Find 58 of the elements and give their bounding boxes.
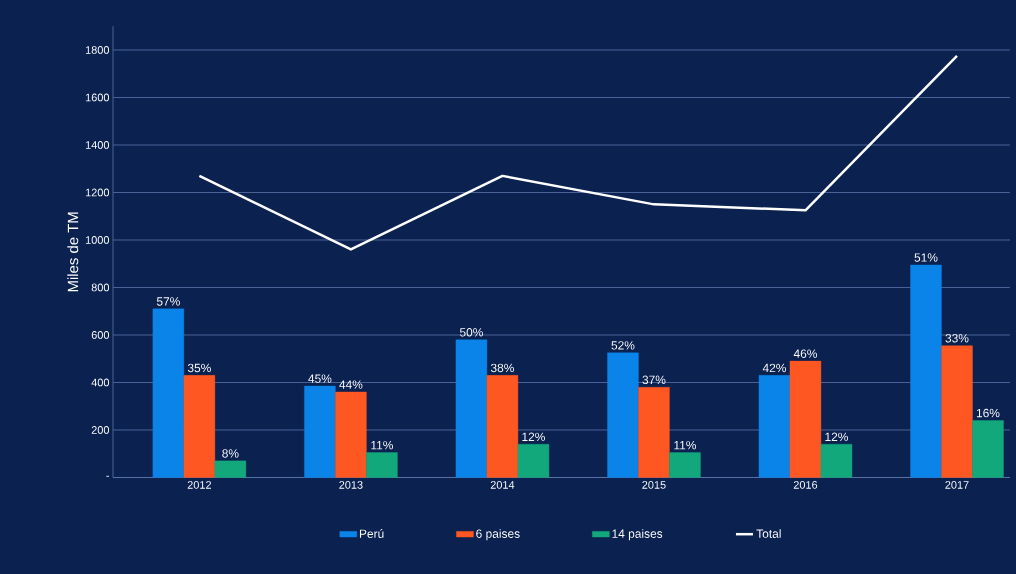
annotation: 16% <box>976 408 1000 418</box>
y-tick-label: 1000 <box>85 236 110 244</box>
annotation: 35% <box>187 363 211 373</box>
y-tick-label: - <box>106 475 109 477</box>
y-tick-label: 1400 <box>85 141 110 149</box>
legend-label: Perú <box>359 529 384 538</box>
annotation: 33% <box>945 334 969 343</box>
annotation: 50% <box>459 328 483 337</box>
annotation: 12% <box>825 432 848 442</box>
bar <box>669 452 701 478</box>
bar <box>941 345 973 478</box>
x-tick-label: 2014 <box>490 481 515 489</box>
bar <box>183 375 216 478</box>
bar <box>820 444 853 478</box>
annotation: 12% <box>522 432 545 442</box>
x-tick-label: 2012 <box>187 481 212 489</box>
x-tick-label: 2015 <box>642 481 666 489</box>
y-tick-label: 600 <box>91 331 110 339</box>
x-tick-label: 2016 <box>793 481 818 489</box>
bar <box>486 375 519 478</box>
annotation: 52% <box>611 341 635 350</box>
annotation: 42% <box>762 363 786 373</box>
annotation: 11% <box>371 440 393 450</box>
annotation: 46% <box>793 349 817 358</box>
x-tick-label: 2017 <box>945 481 969 489</box>
bar <box>638 387 670 478</box>
bar <box>607 352 639 478</box>
y-axis-title: Miles de TM <box>67 212 79 292</box>
annotation: 57% <box>156 297 180 306</box>
y-tick-label: 400 <box>91 378 110 387</box>
y-tick-label: 1600 <box>85 93 110 102</box>
legend-label: 14 paises <box>612 529 663 541</box>
bar <box>152 308 185 478</box>
y-tick-label: 200 <box>91 426 110 434</box>
y-tick-label: 1200 <box>85 188 110 197</box>
annotation: 8% <box>222 449 239 458</box>
line-series <box>198 54 959 251</box>
bar <box>517 444 550 478</box>
bar <box>335 391 367 478</box>
bar <box>366 452 398 478</box>
bar <box>304 385 336 478</box>
annotation: 45% <box>308 374 332 383</box>
bar <box>758 375 791 478</box>
annotation: 11% <box>674 440 697 450</box>
bar <box>972 420 1004 478</box>
legend-label: Total <box>756 529 781 538</box>
bar <box>214 460 247 478</box>
annotation: 51% <box>914 253 938 262</box>
y-tick-label: 800 <box>91 283 110 292</box>
y-tick-label: 1800 <box>85 46 110 54</box>
bar <box>455 339 488 478</box>
annotation: 44% <box>339 380 363 389</box>
bar <box>910 264 942 478</box>
annotation: 37% <box>642 375 666 385</box>
bar <box>789 360 822 478</box>
legend-label: 6 paises <box>476 529 520 541</box>
x-tick-label: 2013 <box>339 481 363 489</box>
annotation: 38% <box>490 363 514 373</box>
